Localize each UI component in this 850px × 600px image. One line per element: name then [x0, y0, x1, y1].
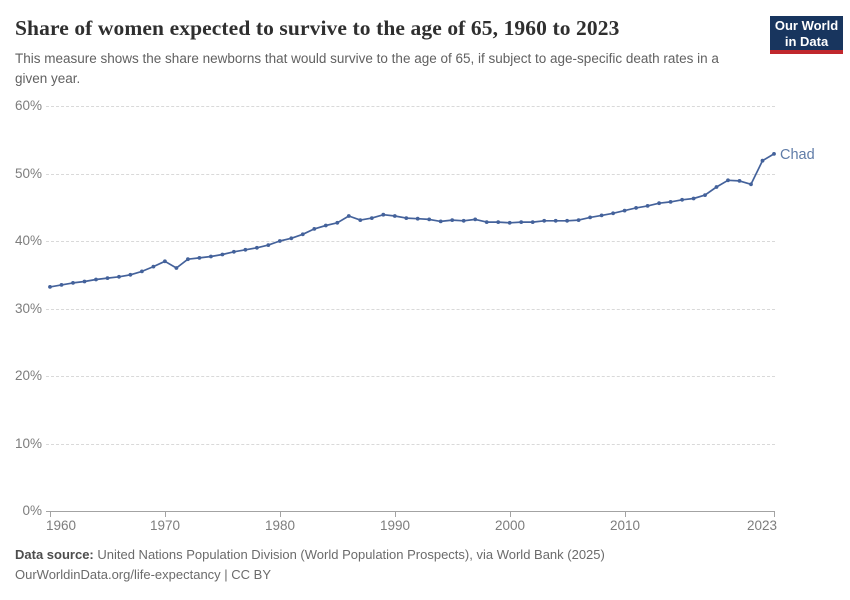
x-axis-tick — [394, 512, 396, 517]
chart-footer: Data source: United Nations Population D… — [15, 545, 605, 585]
y-axis-tick-label: 60% — [14, 98, 42, 113]
x-axis-tick-label: 1980 — [264, 518, 296, 533]
data-source-line: Data source: United Nations Population D… — [15, 545, 605, 565]
x-axis-tick-label: 1990 — [379, 518, 411, 533]
x-axis-tick — [164, 512, 166, 517]
owid-logo-line2: in Data — [784, 33, 829, 49]
y-gridline-10 — [46, 443, 775, 445]
owid-logo: Our World in Data — [770, 16, 843, 54]
x-axis-tick — [624, 512, 626, 517]
chart-subtitle: This measure shows the share newborns th… — [15, 51, 719, 86]
y-gridline-60 — [46, 106, 775, 107]
x-axis-tick — [509, 512, 511, 517]
owid-logo-line1: Our World — [774, 18, 839, 33]
x-axis-tick-label: 2010 — [609, 518, 641, 533]
x-axis-tick-label: 1970 — [149, 518, 181, 533]
y-axis-tick-label: 10% — [14, 435, 42, 451]
y-axis-tick-label: 50% — [14, 165, 42, 181]
y-gridline-20 — [46, 376, 775, 377]
y-axis-tick-label: 20% — [14, 368, 42, 383]
x-axis-tick — [50, 512, 51, 517]
x-axis-tick-label: 2000 — [494, 518, 526, 533]
y-gridline-50 — [46, 173, 775, 175]
x-axis-tick-label: 1960 — [45, 518, 77, 533]
series-end-label: Chad — [780, 147, 815, 163]
y-axis-tick-label: 30% — [14, 300, 42, 316]
data-source-label: Data source: — [15, 547, 94, 562]
x-axis-tick — [279, 512, 281, 517]
y-gridline-30 — [46, 308, 775, 310]
x-axis-tick — [774, 512, 775, 517]
license-line: OurWorldinData.org/life-expectancy | CC … — [15, 567, 272, 582]
y-axis-tick-label: 0% — [22, 503, 42, 518]
x-axis-line — [46, 511, 775, 512]
x-axis-tick-label: 2023 — [746, 518, 778, 533]
data-source-text: United Nations Population Division (Worl… — [93, 547, 605, 562]
y-gridline-40 — [46, 241, 775, 242]
y-axis-tick-label: 40% — [14, 233, 42, 248]
chart-title: Share of women expected to survive to th… — [15, 16, 620, 40]
